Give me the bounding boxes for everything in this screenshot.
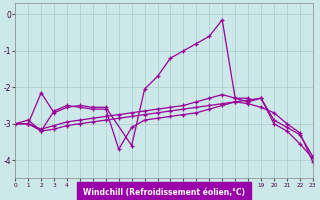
X-axis label: Windchill (Refroidissement éolien,°C): Windchill (Refroidissement éolien,°C) bbox=[83, 188, 245, 197]
